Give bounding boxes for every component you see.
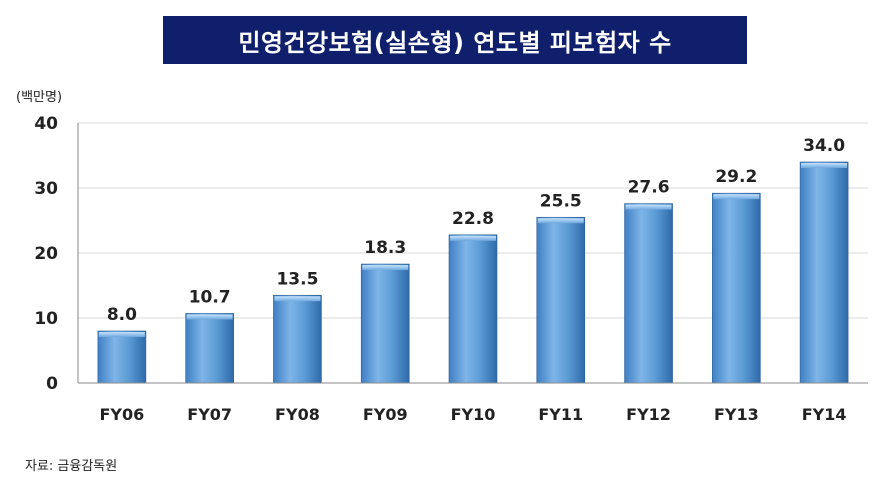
y-tick-label: 0 — [46, 374, 58, 394]
x-tick-label: FY14 — [802, 405, 847, 424]
y-tick-label: 10 — [34, 309, 58, 329]
bar-top-highlight — [713, 194, 760, 200]
data-label: 10.7 — [189, 287, 231, 307]
bar — [799, 161, 849, 384]
chart-title-banner: 민영건강보험(실손형) 연도별 피보험자 수 — [163, 16, 747, 64]
x-tick-label: FY12 — [626, 405, 671, 424]
x-tick-label: FY13 — [714, 405, 759, 424]
data-label: 22.8 — [452, 209, 494, 229]
bar — [624, 203, 673, 384]
x-tick-label: FY07 — [187, 405, 232, 424]
bar-top-highlight — [186, 314, 233, 320]
x-tick-label: FY08 — [275, 405, 320, 424]
data-label: 34.0 — [803, 136, 845, 156]
bar — [360, 263, 410, 384]
bar — [712, 192, 761, 384]
source-note: 자료: 금융감독원 — [25, 459, 118, 474]
bar-top-highlight — [537, 218, 584, 224]
data-label: 29.2 — [715, 167, 757, 187]
bar — [97, 330, 147, 384]
x-tick-label: FY10 — [451, 405, 496, 424]
data-label: 27.6 — [628, 178, 670, 198]
x-tick-label: FY11 — [538, 405, 583, 424]
bar-top-highlight — [801, 163, 848, 168]
bar — [185, 313, 234, 384]
bar-top-highlight — [450, 235, 496, 241]
y-tick-label: 20 — [34, 244, 58, 264]
y-tick-label: 40 — [34, 114, 58, 134]
bar-top-highlight — [362, 265, 409, 271]
data-label: 8.0 — [107, 305, 137, 325]
bar-top-highlight — [98, 332, 145, 337]
data-label: 18.3 — [364, 238, 406, 258]
y-tick-label: 30 — [34, 179, 58, 199]
bar — [536, 216, 586, 384]
bar — [273, 294, 322, 384]
x-tick-label: FY09 — [363, 405, 408, 424]
bar-top-highlight — [274, 296, 321, 302]
bar — [448, 234, 498, 384]
chart-title: 민영건강보험(실손형) 연도별 피보험자 수 — [238, 28, 672, 57]
x-tick-label: FY06 — [99, 405, 144, 424]
data-label: 13.5 — [276, 269, 318, 289]
data-label: 25.5 — [540, 191, 582, 211]
y-axis-unit-label: (백만명) — [16, 90, 63, 105]
bar-top-highlight — [625, 204, 672, 210]
